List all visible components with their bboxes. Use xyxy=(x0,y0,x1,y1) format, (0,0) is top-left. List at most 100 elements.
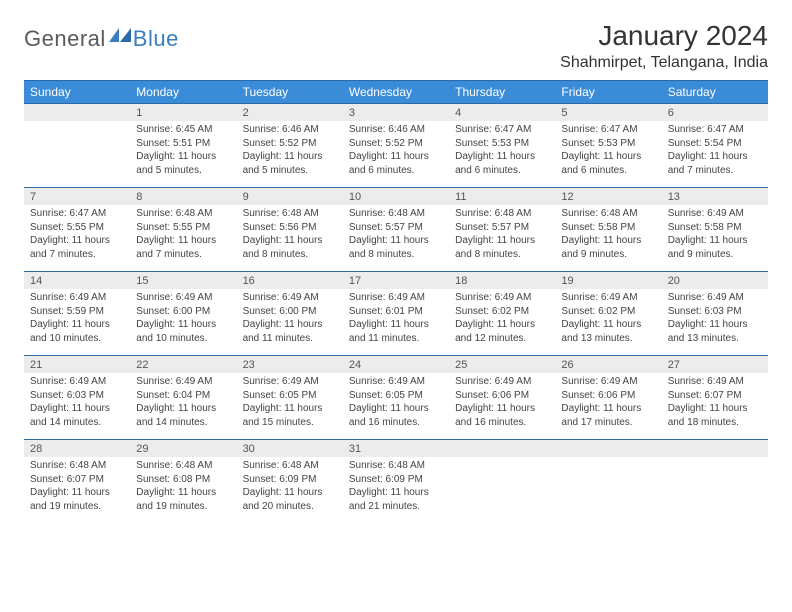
day-body: Sunrise: 6:49 AMSunset: 6:02 PMDaylight:… xyxy=(449,289,555,355)
day-info-line: Sunrise: 6:48 AM xyxy=(455,207,549,221)
day-info-line: Sunset: 6:05 PM xyxy=(243,389,337,403)
calendar-day-cell: 6Sunrise: 6:47 AMSunset: 5:54 PMDaylight… xyxy=(662,104,768,188)
day-info-line: Sunset: 6:04 PM xyxy=(136,389,230,403)
day-body: Sunrise: 6:49 AMSunset: 6:00 PMDaylight:… xyxy=(237,289,343,355)
day-info-line: Sunset: 5:53 PM xyxy=(561,137,655,151)
day-info-line: Sunset: 6:03 PM xyxy=(668,305,762,319)
day-info-line: Sunrise: 6:49 AM xyxy=(668,375,762,389)
day-body: Sunrise: 6:47 AMSunset: 5:53 PMDaylight:… xyxy=(555,121,661,187)
calendar-day-cell: 29Sunrise: 6:48 AMSunset: 6:08 PMDayligh… xyxy=(130,440,236,524)
day-info-line: Sunrise: 6:48 AM xyxy=(243,207,337,221)
day-number: 8 xyxy=(130,188,236,205)
calendar-day-cell: 26Sunrise: 6:49 AMSunset: 6:06 PMDayligh… xyxy=(555,356,661,440)
day-info-line: Daylight: 11 hours and 11 minutes. xyxy=(349,318,443,345)
day-number: 9 xyxy=(237,188,343,205)
calendar-day-cell: 7Sunrise: 6:47 AMSunset: 5:55 PMDaylight… xyxy=(24,188,130,272)
day-info-line: Daylight: 11 hours and 13 minutes. xyxy=(668,318,762,345)
calendar-day-cell xyxy=(662,440,768,524)
calendar-week-row: 14Sunrise: 6:49 AMSunset: 5:59 PMDayligh… xyxy=(24,272,768,356)
day-body: Sunrise: 6:49 AMSunset: 6:05 PMDaylight:… xyxy=(343,373,449,439)
day-info-line: Daylight: 11 hours and 8 minutes. xyxy=(243,234,337,261)
day-info-line: Sunrise: 6:48 AM xyxy=(349,207,443,221)
day-body: Sunrise: 6:49 AMSunset: 5:59 PMDaylight:… xyxy=(24,289,130,355)
day-body: Sunrise: 6:46 AMSunset: 5:52 PMDaylight:… xyxy=(237,121,343,187)
day-info-line: Sunrise: 6:47 AM xyxy=(561,123,655,137)
day-info-line: Sunset: 5:52 PM xyxy=(349,137,443,151)
day-number: 1 xyxy=(130,104,236,121)
day-body: Sunrise: 6:48 AMSunset: 6:09 PMDaylight:… xyxy=(343,457,449,523)
day-info-line: Sunrise: 6:49 AM xyxy=(349,375,443,389)
day-info-line: Daylight: 11 hours and 19 minutes. xyxy=(30,486,124,513)
day-body: Sunrise: 6:49 AMSunset: 5:58 PMDaylight:… xyxy=(662,205,768,271)
calendar-day-cell: 11Sunrise: 6:48 AMSunset: 5:57 PMDayligh… xyxy=(449,188,555,272)
day-number: 22 xyxy=(130,356,236,373)
day-body: Sunrise: 6:47 AMSunset: 5:55 PMDaylight:… xyxy=(24,205,130,271)
calendar-day-cell: 8Sunrise: 6:48 AMSunset: 5:55 PMDaylight… xyxy=(130,188,236,272)
day-body: Sunrise: 6:48 AMSunset: 5:56 PMDaylight:… xyxy=(237,205,343,271)
day-info-line: Sunrise: 6:46 AM xyxy=(349,123,443,137)
brand-word-b: Blue xyxy=(133,26,179,52)
day-info-line: Daylight: 11 hours and 20 minutes. xyxy=(243,486,337,513)
calendar-day-cell: 12Sunrise: 6:48 AMSunset: 5:58 PMDayligh… xyxy=(555,188,661,272)
day-info-line: Sunrise: 6:49 AM xyxy=(30,291,124,305)
day-number: 23 xyxy=(237,356,343,373)
calendar-day-cell: 25Sunrise: 6:49 AMSunset: 6:06 PMDayligh… xyxy=(449,356,555,440)
day-info-line: Daylight: 11 hours and 16 minutes. xyxy=(349,402,443,429)
calendar-day-cell: 16Sunrise: 6:49 AMSunset: 6:00 PMDayligh… xyxy=(237,272,343,356)
day-body: Sunrise: 6:49 AMSunset: 6:07 PMDaylight:… xyxy=(662,373,768,439)
day-body xyxy=(24,121,130,179)
calendar-day-cell: 21Sunrise: 6:49 AMSunset: 6:03 PMDayligh… xyxy=(24,356,130,440)
calendar-day-cell: 15Sunrise: 6:49 AMSunset: 6:00 PMDayligh… xyxy=(130,272,236,356)
day-info-line: Sunrise: 6:48 AM xyxy=(30,459,124,473)
day-body xyxy=(662,457,768,515)
day-number xyxy=(662,440,768,457)
brand-word-a: General xyxy=(24,26,106,52)
day-info-line: Sunset: 5:58 PM xyxy=(561,221,655,235)
day-number: 10 xyxy=(343,188,449,205)
calendar-day-cell xyxy=(24,104,130,188)
day-number: 11 xyxy=(449,188,555,205)
calendar-day-cell: 19Sunrise: 6:49 AMSunset: 6:02 PMDayligh… xyxy=(555,272,661,356)
day-number xyxy=(24,104,130,121)
calendar-header-row: SundayMondayTuesdayWednesdayThursdayFrid… xyxy=(24,81,768,104)
day-body: Sunrise: 6:45 AMSunset: 5:51 PMDaylight:… xyxy=(130,121,236,187)
day-body: Sunrise: 6:49 AMSunset: 6:00 PMDaylight:… xyxy=(130,289,236,355)
calendar-day-cell: 18Sunrise: 6:49 AMSunset: 6:02 PMDayligh… xyxy=(449,272,555,356)
day-info-line: Daylight: 11 hours and 5 minutes. xyxy=(136,150,230,177)
top-bar: General Blue January 2024 Shahmirpet, Te… xyxy=(24,20,768,72)
day-info-line: Sunrise: 6:49 AM xyxy=(136,291,230,305)
day-body xyxy=(449,457,555,515)
day-body: Sunrise: 6:48 AMSunset: 6:09 PMDaylight:… xyxy=(237,457,343,523)
day-info-line: Daylight: 11 hours and 5 minutes. xyxy=(243,150,337,177)
day-number xyxy=(449,440,555,457)
day-info-line: Sunset: 5:58 PM xyxy=(668,221,762,235)
day-info-line: Sunrise: 6:47 AM xyxy=(668,123,762,137)
calendar-day-cell: 1Sunrise: 6:45 AMSunset: 5:51 PMDaylight… xyxy=(130,104,236,188)
day-body: Sunrise: 6:47 AMSunset: 5:53 PMDaylight:… xyxy=(449,121,555,187)
day-number: 15 xyxy=(130,272,236,289)
calendar-day-cell: 14Sunrise: 6:49 AMSunset: 5:59 PMDayligh… xyxy=(24,272,130,356)
location-subtitle: Shahmirpet, Telangana, India xyxy=(560,54,768,72)
calendar-page: General Blue January 2024 Shahmirpet, Te… xyxy=(0,0,792,523)
day-info-line: Daylight: 11 hours and 12 minutes. xyxy=(455,318,549,345)
day-number xyxy=(555,440,661,457)
day-number: 6 xyxy=(662,104,768,121)
calendar-week-row: 28Sunrise: 6:48 AMSunset: 6:07 PMDayligh… xyxy=(24,440,768,524)
day-info-line: Sunset: 5:53 PM xyxy=(455,137,549,151)
day-number: 27 xyxy=(662,356,768,373)
day-number: 24 xyxy=(343,356,449,373)
calendar-table: SundayMondayTuesdayWednesdayThursdayFrid… xyxy=(24,80,768,523)
day-body: Sunrise: 6:46 AMSunset: 5:52 PMDaylight:… xyxy=(343,121,449,187)
day-info-line: Daylight: 11 hours and 6 minutes. xyxy=(349,150,443,177)
day-body: Sunrise: 6:48 AMSunset: 5:55 PMDaylight:… xyxy=(130,205,236,271)
day-info-line: Daylight: 11 hours and 10 minutes. xyxy=(136,318,230,345)
day-body: Sunrise: 6:49 AMSunset: 6:01 PMDaylight:… xyxy=(343,289,449,355)
day-info-line: Sunset: 5:56 PM xyxy=(243,221,337,235)
calendar-week-row: 21Sunrise: 6:49 AMSunset: 6:03 PMDayligh… xyxy=(24,356,768,440)
day-number: 21 xyxy=(24,356,130,373)
day-info-line: Sunrise: 6:48 AM xyxy=(349,459,443,473)
day-info-line: Sunset: 6:07 PM xyxy=(668,389,762,403)
day-info-line: Daylight: 11 hours and 6 minutes. xyxy=(561,150,655,177)
day-info-line: Sunrise: 6:49 AM xyxy=(561,375,655,389)
day-info-line: Sunrise: 6:46 AM xyxy=(243,123,337,137)
